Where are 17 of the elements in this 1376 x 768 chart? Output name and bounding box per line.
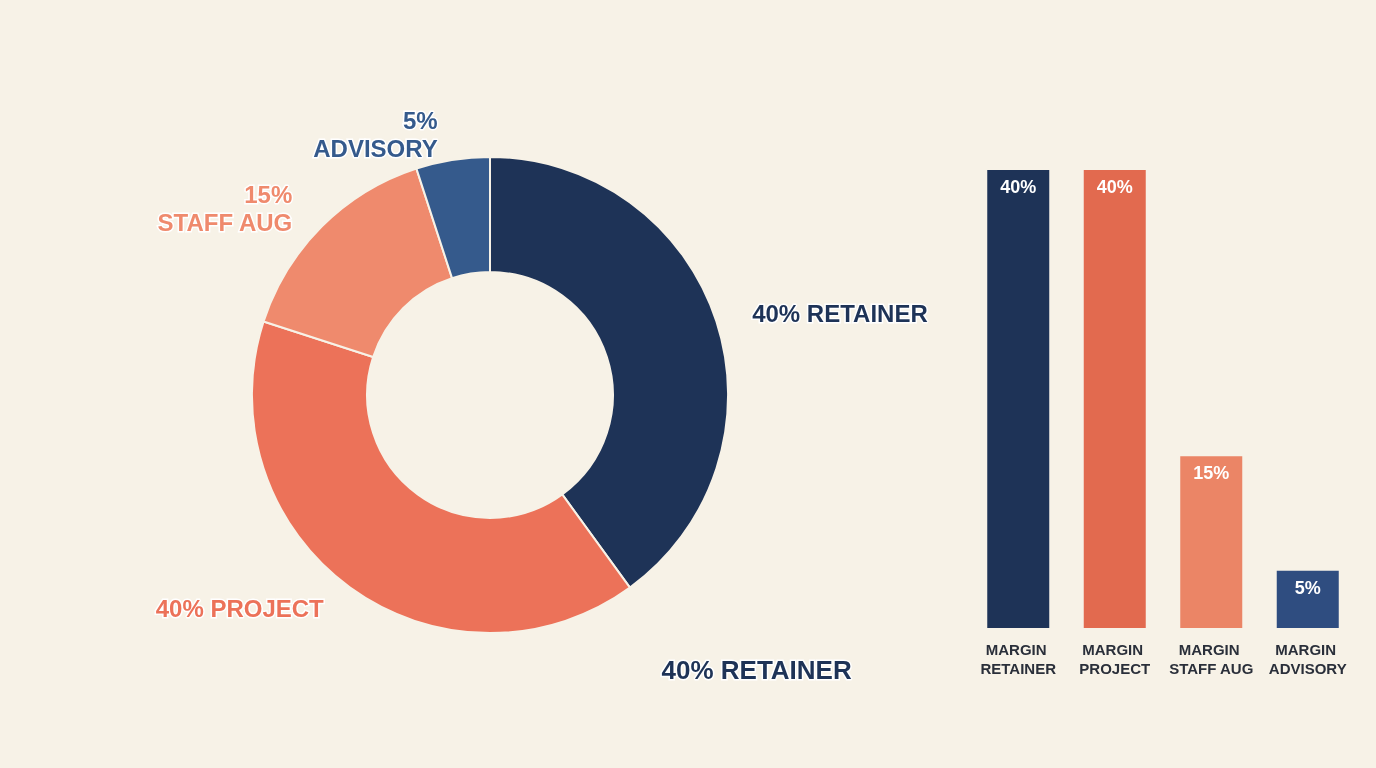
x-tick-label: MARGIN PROJECT: [1079, 641, 1151, 677]
data-label: 40%: [1000, 177, 1037, 197]
slice-label: PROJECT: [210, 595, 325, 623]
slice-label: STAFF AUG: [157, 208, 293, 236]
data-label: 15%: [244, 180, 293, 208]
x-tick-label: MARGIN STAFF AUG: [1169, 641, 1254, 677]
x-tick-label: MARGIN ADVISORY: [1268, 641, 1347, 677]
data-label: 5%: [403, 106, 438, 134]
data-label: 40%: [752, 299, 801, 327]
data-label: 40%: [1096, 177, 1133, 197]
x-tick-label: MARGIN RETAINER: [980, 641, 1057, 677]
data-label: 15%: [1193, 463, 1230, 484]
data-label: 5%: [1294, 577, 1321, 598]
text: 40% RETAINER: [661, 654, 852, 685]
data-label: 40%: [155, 595, 204, 623]
slice-label: ADVISORY: [313, 134, 438, 162]
slice-label: RETAINER: [806, 299, 928, 327]
